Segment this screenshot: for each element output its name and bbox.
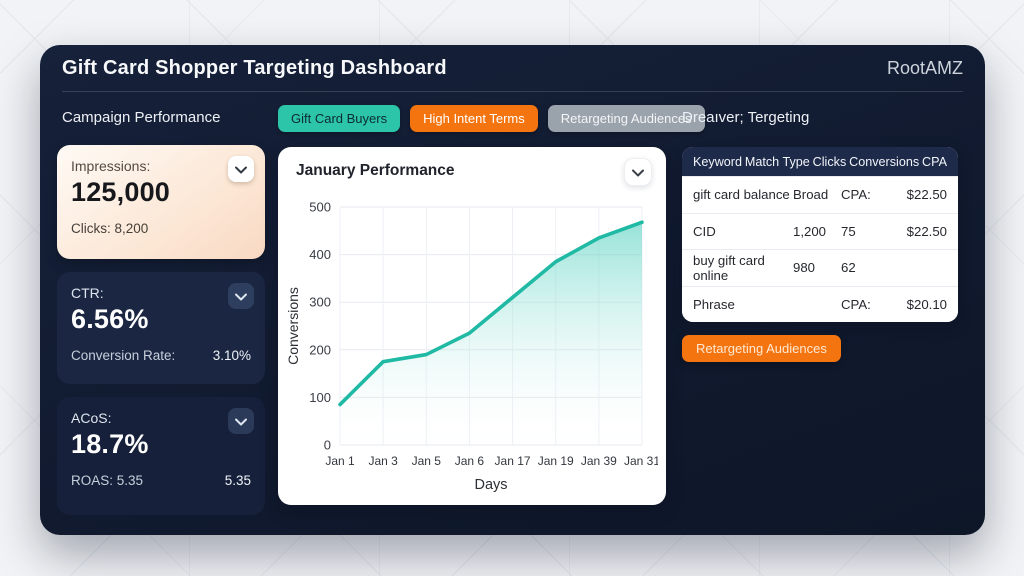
table-cell: 62	[841, 260, 856, 276]
x-tick-label: Jan 19	[538, 454, 574, 468]
table-cell: $20.10	[906, 296, 947, 312]
impressions-card: Impressions: 125,000 Clicks: 8,200	[57, 145, 265, 259]
x-tick-label: Jan 6	[455, 454, 485, 468]
segment-tabs: Gift Card Buyers High Intent Terms Retar…	[278, 105, 705, 132]
x-tick-label: Jan 17	[495, 454, 531, 468]
table-row: Phrase CPA: $20.10	[682, 285, 958, 322]
dashboard-header: Gift Card Shopper Targeting Dashboard Ro…	[62, 45, 963, 92]
table-cell: $22.50	[906, 223, 947, 239]
table-cell: Broad	[793, 187, 829, 203]
x-tick-label: Jan 1	[325, 454, 355, 468]
campaign-performance-heading: Campaign Performance	[62, 109, 221, 126]
ctr-value: 6.56%	[71, 304, 149, 334]
keyword-cell: CID	[693, 223, 716, 239]
keyword-cell: Phrase	[693, 296, 735, 312]
ctr-card: CTR: 6.56% Conversion Rate: 3.10%	[57, 272, 265, 384]
col-clicks: Clicks	[812, 154, 847, 169]
col-conversions: Conversions	[849, 154, 920, 169]
table-row: gift card balance Broad CPA: $22.50	[682, 176, 958, 213]
table-cell: 1,200	[793, 223, 827, 239]
table-cell: 75	[841, 223, 856, 239]
x-axis-label: Days	[474, 477, 507, 493]
roas-row: ROAS: 5.35 5.35	[71, 473, 251, 488]
y-axis-label: Conversions	[285, 287, 301, 365]
y-tick-label: 0	[324, 438, 331, 453]
acos-expand-button[interactable]	[228, 408, 254, 434]
chevron-down-icon	[235, 162, 247, 177]
table-cell: CPA:	[841, 296, 871, 312]
chart-expand-button[interactable]	[624, 158, 652, 186]
col-keyword: Keyword	[693, 154, 742, 169]
retargeting-audiences-button[interactable]: Retargeting Audiences	[682, 335, 841, 362]
x-tick-label: Jan 39	[581, 454, 617, 468]
acos-value: 18.7%	[71, 429, 149, 459]
impressions-sub-row: Clicks: 8,200	[71, 221, 251, 236]
y-tick-label: 200	[309, 342, 331, 357]
clicks-label: Clicks: 8,200	[71, 221, 149, 236]
y-tick-label: 500	[309, 200, 331, 215]
tab-high-intent-terms[interactable]: High Intent Terms	[410, 105, 538, 132]
ctr-expand-button[interactable]	[228, 283, 254, 309]
roas-value: 5.35	[224, 473, 251, 488]
page-title: Gift Card Shopper Targeting Dashboard	[62, 56, 447, 79]
tab-retargeting-audiences[interactable]: Retargeting Audiences	[547, 105, 705, 132]
table-cell: CPA:	[841, 187, 871, 203]
col-match-type: Match Type	[744, 154, 810, 169]
keyword-cell: gift card balance	[693, 187, 790, 203]
chevron-down-icon	[235, 414, 247, 429]
impressions-value: 125,000	[71, 177, 170, 207]
chevron-down-icon	[235, 289, 247, 304]
brand-logo: RootAMZ	[886, 57, 963, 78]
targeting-heading: Dreaıver; Tergeting	[682, 109, 810, 126]
keyword-table-header: Keyword Match Type Clicks Conversions CP…	[682, 147, 958, 176]
col-cpa: CPA	[922, 154, 947, 169]
acos-card: ACoS: 18.7% ROAS: 5.35 5.35	[57, 397, 265, 515]
y-tick-label: 400	[309, 247, 331, 262]
keyword-cell: buy gift card online	[693, 252, 765, 283]
conversion-rate-row: Conversion Rate: 3.10%	[71, 348, 251, 363]
keyword-table: Keyword Match Type Clicks Conversions CP…	[682, 147, 958, 322]
chevron-down-icon	[632, 165, 644, 180]
acos-label: ACoS:	[71, 410, 112, 426]
table-cell: 980	[793, 260, 816, 276]
section-row: Campaign Performance Gift Card Buyers Hi…	[40, 103, 985, 133]
x-tick-label: Jan 31	[624, 454, 658, 468]
table-cell: $22.50	[906, 187, 947, 203]
y-tick-label: 300	[309, 295, 331, 310]
conversions-chart-svg: 0 100 200 300 400 500 Jan 1 Jan 3 Jan 5 Jan 6 Jan …	[285, 200, 658, 494]
area-fill	[340, 222, 642, 445]
january-performance-card: January Performance 0 100 200 300 400 500 Jan …	[278, 147, 666, 505]
x-tick-label: Jan 3	[368, 454, 398, 468]
dashboard-card: Gift Card Shopper Targeting Dashboard Ro…	[40, 45, 985, 535]
impressions-label: Impressions:	[71, 158, 151, 174]
chart-title: January Performance	[296, 162, 455, 179]
roas-label: ROAS: 5.35	[71, 473, 144, 488]
conversion-rate-value: 3.10%	[212, 348, 251, 363]
ctr-label: CTR:	[71, 285, 104, 301]
tab-gift-card-buyers[interactable]: Gift Card Buyers	[278, 105, 401, 132]
impressions-expand-button[interactable]	[228, 156, 254, 182]
y-tick-label: 100	[309, 390, 331, 405]
x-tick-label: Jan 5	[412, 454, 442, 468]
conversion-rate-label: Conversion Rate:	[71, 348, 176, 363]
table-row: buy gift card online 980 62	[682, 249, 958, 286]
conversions-line	[338, 220, 644, 407]
table-row: CID 1,200 75 $22.50	[682, 212, 958, 249]
